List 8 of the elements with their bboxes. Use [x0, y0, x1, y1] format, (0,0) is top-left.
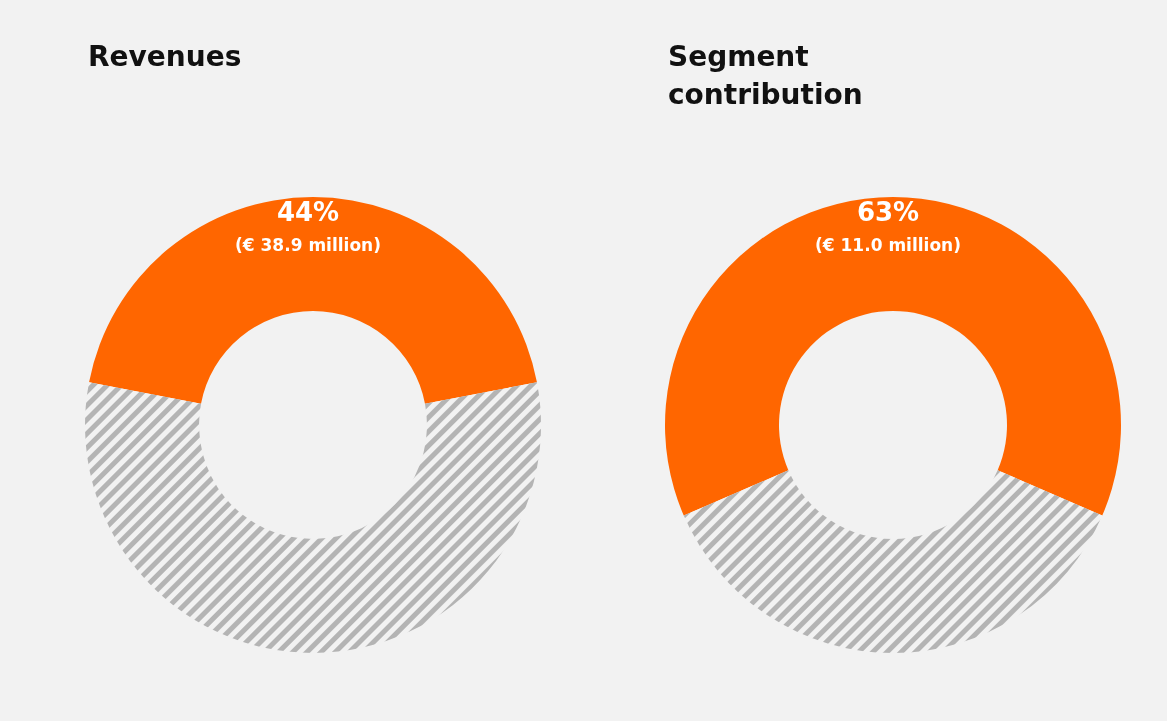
donut-slice [665, 197, 1121, 516]
donut-slice [85, 382, 541, 653]
chart-title: Revenues [88, 39, 243, 75]
chart-title: Segment contribution [668, 39, 864, 113]
data-label: 63% (€ 11.0 million) [815, 197, 961, 255]
donut-slice [89, 197, 537, 404]
data-label: 44% (€ 38.9 million) [235, 197, 381, 255]
donut-slice [683, 470, 1103, 653]
